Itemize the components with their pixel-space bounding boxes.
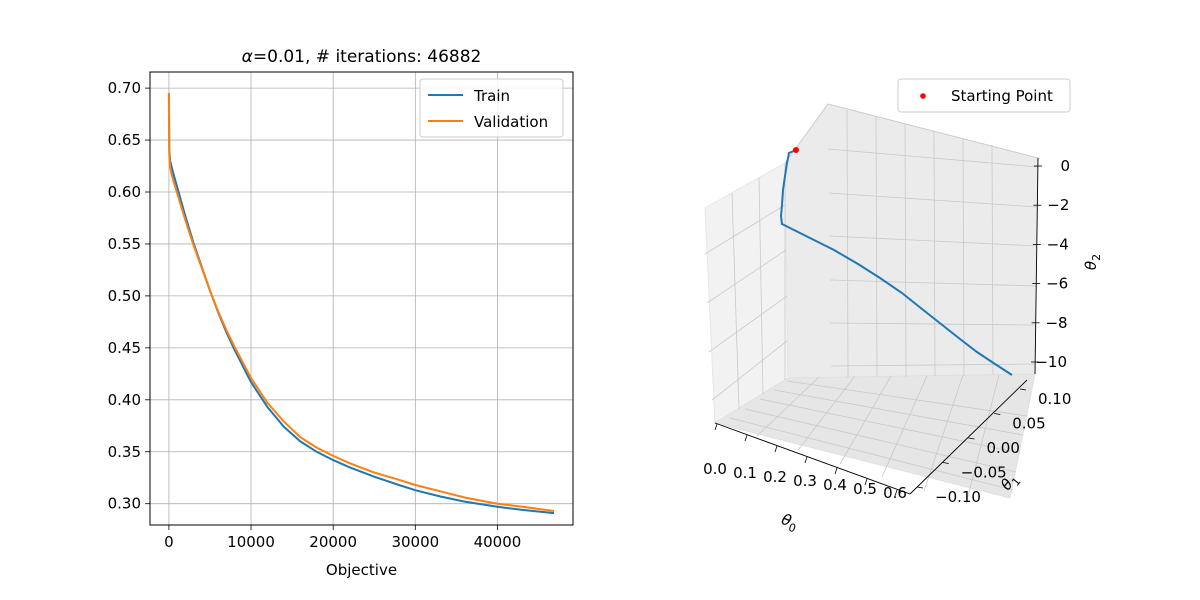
theta0-tick	[804, 456, 808, 464]
loss-chart-y-axis: 0.30 0.35 0.40 0.45 0.50 0.55 0.60 0.65 0.70	[108, 79, 150, 513]
theta2-axis-line	[1034, 157, 1039, 375]
theta2-tick-label: −10	[1035, 353, 1067, 371]
theta0-tick-label: 0.1	[733, 464, 757, 482]
loss-chart: 0 10000 20000 30000 40000 0.300.350.400.450.…	[108, 47, 574, 579]
theta1-tick-label: −0.05	[961, 464, 1007, 482]
y-tick-label: 0.40	[108, 391, 141, 409]
theta0-axis-ticks: 0.0 0.1 0.2 0.3 0.4 0.5 0.6	[703, 423, 907, 502]
loss-chart-frame	[149, 71, 574, 526]
x-tick-label: 30000	[391, 533, 439, 551]
parameter-path-line	[779, 149, 1013, 376]
parameter-path-legend: Starting Point	[897, 78, 1071, 113]
theta2-tick-label: 0	[1060, 157, 1070, 175]
theta0-tick	[864, 478, 868, 486]
theta1-tick-label: −0.10	[935, 488, 981, 506]
y-tick-label: 0.55	[108, 235, 141, 253]
parameter-path	[779, 147, 1013, 376]
series-line-train	[167, 93, 555, 515]
loss-chart-title: α=0.01, # iterations: 46882	[242, 47, 482, 67]
theta1-axis-ticks: −0.10 −0.05 0.00 0.05 0.10	[916, 388, 1071, 506]
theta2-tick-label: −8	[1045, 314, 1067, 332]
loss-chart-x-label: Objective	[326, 561, 397, 579]
y-tick-label: 0.30	[108, 495, 141, 513]
theta0-tick-label: 0.3	[793, 472, 817, 490]
loss-chart-legend-box	[419, 78, 564, 138]
theta1-tick	[968, 437, 975, 440]
legend-validation-label: Validation	[474, 113, 548, 131]
x-tick-label: 20000	[309, 533, 357, 551]
theta0-tick	[894, 489, 898, 497]
theta2-tick-label: −2	[1047, 196, 1069, 214]
theta1-tick	[1019, 388, 1027, 391]
theta1-axis-line	[909, 379, 1028, 495]
pane-left	[704, 162, 789, 424]
theta0-tick-label: 0.2	[763, 468, 787, 486]
theta2-axis-label: θ2	[1082, 254, 1103, 270]
theta0-tick-label: 0.4	[823, 476, 847, 494]
theta0-tick-label: 0.0	[703, 460, 727, 478]
x-tick-label: 40000	[474, 533, 522, 551]
legend-starting-point-marker	[920, 93, 926, 99]
theta2-tick-label: −4	[1047, 235, 1069, 253]
loss-chart-legend: Train Validation	[419, 78, 564, 138]
y-tick-label: 0.50	[108, 287, 141, 305]
y-tick-label: 0.60	[108, 183, 141, 201]
y-tick-label: 0.35	[108, 443, 141, 461]
theta1-tick	[916, 486, 924, 489]
y-tick-label: 0.45	[108, 339, 141, 357]
theta0-tick	[834, 467, 838, 475]
loss-chart-x-axis: 0 10000 20000 30000 40000	[164, 525, 521, 551]
y-tick-label: 0.65	[108, 131, 141, 149]
legend-train-label: Train	[473, 87, 510, 105]
theta1-tick-label: 0.00	[987, 439, 1020, 457]
theta1-tick-label: 0.10	[1038, 390, 1071, 408]
starting-point-marker	[793, 147, 799, 153]
x-tick-label: 0	[164, 533, 174, 551]
loss-chart-series	[167, 93, 555, 515]
legend-starting-point-label: Starting Point	[951, 87, 1053, 105]
theta1-tick-label: 0.05	[1012, 415, 1045, 433]
theta0-tick	[774, 445, 778, 453]
theta0-axis-label: θ0	[778, 510, 800, 535]
parameter-path-legend-box	[897, 78, 1071, 113]
theta2-axis-ticks: 0 −2 −4 −6 −8 −10	[1031, 157, 1070, 371]
parameter-path-3d-chart: 0.0 0.1 0.2 0.3 0.4 0.5 0.6 −0.10 −0.05 0.00 0.05…	[703, 78, 1103, 535]
y-tick-label: 0.70	[108, 79, 141, 97]
loss-chart-grid	[150, 72, 573, 525]
3d-gridlines	[704, 103, 1039, 505]
theta2-tick-label: −6	[1046, 275, 1068, 293]
series-line-validation	[167, 93, 555, 512]
x-tick-label: 10000	[227, 533, 275, 551]
theta1-tick	[942, 462, 949, 464]
theta0-axis-line	[714, 422, 911, 495]
theta0-tick	[744, 434, 748, 442]
theta0-tick-label: 0.6	[883, 484, 907, 502]
theta0-tick	[714, 423, 718, 431]
theta0-tick-label: 0.5	[853, 480, 877, 498]
theta1-tick	[994, 413, 1001, 415]
